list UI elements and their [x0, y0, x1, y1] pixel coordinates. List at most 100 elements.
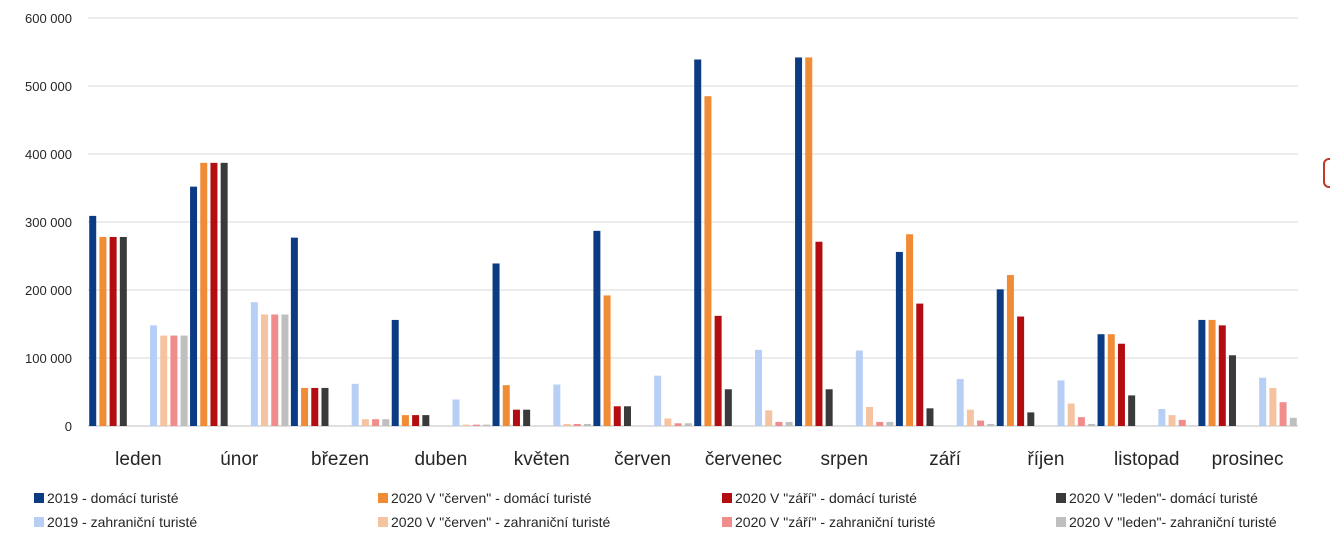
bar-září-series-6: [966, 409, 974, 426]
bar-leden-series-2: [99, 236, 107, 426]
x-tick-label: duben: [414, 449, 467, 470]
bar-říjen-series-7: [1077, 417, 1085, 426]
bar-prosinec-series-1: [1198, 319, 1206, 426]
bar-červenec-series-8: [785, 421, 793, 426]
bar-leden-series-1: [89, 215, 97, 426]
y-tick-label: 0: [65, 419, 72, 434]
bar-říjen-series-6: [1067, 403, 1075, 426]
bar-říjen-series-4: [1027, 412, 1035, 426]
bar-březen-series-1: [290, 237, 298, 426]
legend-label: 2020 V "červen" - zahraniční turisté: [391, 514, 611, 530]
bar-únor-series-3: [210, 162, 218, 426]
legend-swatch: [1056, 493, 1066, 503]
legend-swatch: [34, 493, 44, 503]
bar-srpen-series-3: [815, 241, 823, 426]
legend-label: 2020 V "září" - domácí turisté: [735, 490, 917, 506]
x-tick-label: srpen: [820, 449, 868, 470]
legend-item-2019-foreign: 2019 - zahraniční turisté: [34, 514, 197, 530]
bar-květen-series-4: [523, 409, 531, 426]
bar-duben-series-3: [412, 415, 420, 426]
bar-červenec-series-5: [755, 349, 763, 426]
bar-prosinec-series-5: [1259, 377, 1267, 426]
bar-březen-series-5: [351, 383, 359, 426]
bar-únor-series-5: [250, 302, 258, 426]
bar-listopad-series-7: [1178, 419, 1186, 426]
legend-label: 2020 V "leden"- domácí turisté: [1069, 490, 1258, 506]
x-axis: leden únor březen duben květen červen červenec…: [115, 449, 1283, 470]
bar-srpen-series-2: [805, 57, 813, 426]
x-tick-label: červen: [614, 449, 671, 470]
legend-swatch: [722, 493, 732, 503]
x-tick-label: červenec: [705, 449, 782, 470]
bar-prosinec-series-6: [1269, 387, 1277, 426]
legend-swatch: [722, 517, 732, 527]
bar-leden-series-4: [119, 236, 127, 426]
bar-srpen-series-5: [855, 350, 863, 426]
bar-červenec-series-6: [765, 410, 773, 426]
bar-červenec-series-7: [775, 421, 783, 426]
bar-červenec-series-1: [694, 59, 702, 426]
bar-říjen-series-2: [1006, 275, 1014, 426]
bar-únor-series-1: [190, 186, 198, 426]
bar-leden-series-6: [160, 335, 168, 426]
legend-swatch: [378, 517, 388, 527]
legend-item-2019-domestic: 2019 - domácí turisté: [34, 490, 179, 506]
bar-březen-series-2: [301, 387, 309, 426]
y-tick-label: 200 000: [25, 283, 72, 298]
bar-srpen-series-4: [825, 389, 833, 426]
bar-srpen-series-7: [876, 421, 884, 426]
bar-březen-series-7: [372, 419, 380, 426]
bar-únor-series-8: [281, 314, 289, 426]
legend-item-2020-zari-domestic: 2020 V "září" - domácí turisté: [722, 490, 917, 506]
bar-leden-series-5: [150, 325, 158, 426]
bar-červen-series-2: [603, 295, 611, 426]
y-tick-label: 500 000: [25, 79, 72, 94]
bar-srpen-series-6: [866, 406, 874, 426]
legend-swatch: [378, 493, 388, 503]
legend-label: 2020 V "červen" - domácí turisté: [391, 490, 592, 506]
bar-chart: 0 100 000 200 000 300 000 400 000 500 000 600 …: [25, 11, 1298, 470]
x-tick-label: leden: [115, 449, 162, 470]
bar-srpen-series-1: [795, 57, 803, 426]
y-tick-label: 300 000: [25, 215, 72, 230]
bar-listopad-series-5: [1158, 409, 1166, 426]
bar-září-series-2: [906, 234, 914, 426]
bar-říjen-series-3: [1017, 316, 1025, 426]
bar-září-series-3: [916, 303, 924, 426]
bar-listopad-series-6: [1168, 415, 1176, 426]
bar-prosinec-series-3: [1218, 325, 1226, 426]
bars: [89, 57, 1297, 427]
x-tick-label: listopad: [1114, 449, 1180, 470]
bar-duben-series-8: [483, 424, 491, 426]
legend-item-2020-zari-foreign: 2020 V "září" - zahraniční turisté: [722, 514, 936, 530]
x-tick-label: březen: [311, 449, 369, 470]
bar-červenec-series-3: [714, 315, 722, 426]
bar-květen-series-5: [553, 384, 561, 426]
legend-label: 2019 - domácí turisté: [47, 490, 179, 506]
bar-říjen-series-8: [1088, 423, 1096, 426]
legend-row-2: 2019 - zahraniční turisté 2020 V "červen…: [34, 514, 1330, 538]
bar-červen-series-1: [593, 230, 601, 426]
bar-květen-series-8: [583, 423, 591, 426]
x-tick-label: únor: [220, 449, 259, 470]
edge-marker: [1323, 158, 1330, 188]
bar-únor-series-7: [271, 314, 279, 426]
bar-listopad-series-3: [1117, 343, 1125, 426]
bar-duben-series-1: [391, 319, 399, 426]
bar-březen-series-4: [321, 387, 329, 426]
y-tick-label: 400 000: [25, 147, 72, 162]
gridlines: [88, 17, 1298, 427]
bar-listopad-series-8: [1188, 425, 1196, 427]
bar-říjen-series-5: [1057, 380, 1065, 426]
bar-červen-series-3: [613, 406, 621, 426]
bar-březen-series-8: [382, 419, 390, 426]
y-axis: 0 100 000 200 000 300 000 400 000 500 000 600 …: [25, 11, 72, 434]
bar-červen-series-4: [623, 406, 631, 426]
legend-swatch: [1056, 517, 1066, 527]
legend-swatch: [34, 517, 44, 527]
bar-únor-series-6: [261, 314, 269, 426]
bar-červenec-series-4: [724, 389, 732, 426]
bar-duben-series-5: [452, 399, 460, 426]
legend-row-1: 2019 - domácí turisté 2020 V "červen" - …: [34, 490, 1330, 514]
bar-červenec-series-2: [704, 96, 712, 426]
